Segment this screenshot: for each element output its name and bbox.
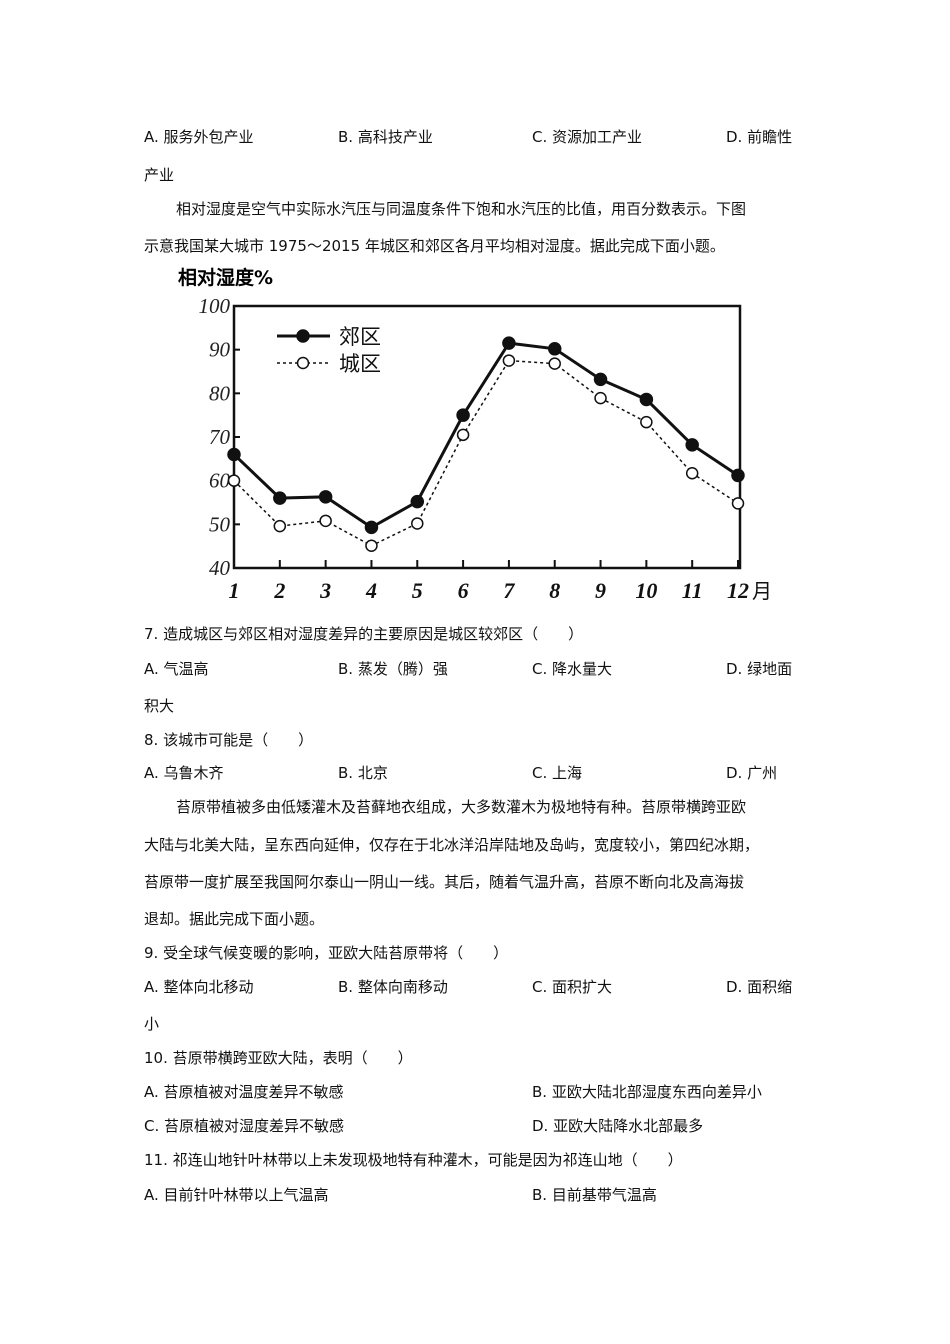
data-point [594, 391, 607, 405]
q9-stem: 9. 受全球气候变暖的影响，亚欧大陆苔原带将（ ） [144, 944, 509, 962]
x-tick-label: 4 [365, 578, 377, 602]
y-axis-label: 相对湿度% [178, 266, 273, 289]
q9-option-d-cont: 小 [144, 1015, 160, 1033]
x-tick-label: 8 [549, 578, 560, 602]
data-point [318, 490, 333, 504]
q8-option-b: B. 北京 [338, 764, 388, 782]
q6-option-c: C. 资源加工产业 [532, 128, 643, 146]
q7-option-c: C. 降水量大 [532, 660, 613, 678]
intro1-line2: 示意我国某大城市 1975～2015 年城区和郊区各月平均相对湿度。据此完成下面… [144, 237, 725, 255]
legend-label: 郊区 [339, 325, 381, 349]
q7-stem: 7. 造成城区与郊区相对湿度差异的主要原因是城区较郊区（ ） [144, 625, 584, 643]
q11-option-b: B. 目前基带气温高 [532, 1186, 657, 1204]
q7-option-a: A. 气温高 [144, 660, 209, 678]
data-point [227, 447, 241, 462]
series-line-1 [232, 341, 739, 530]
x-unit-label: 月 [752, 579, 772, 602]
intro2-line3: 苔原带一度扩展至我国阿尔泰山一阴山一线。其后，随着气温升高，苔原不断向北及高海拔 [144, 873, 745, 891]
series-line-2 [233, 359, 739, 547]
q7-option-b: B. 蒸发（腾）强 [338, 660, 448, 678]
data-point [548, 357, 561, 370]
q6-option-a: A. 服务外包产业 [144, 128, 254, 146]
q10-option-a: A. 苔原植被对温度差异不敏感 [144, 1083, 344, 1101]
q9-option-d: D. 面积缩 [726, 978, 793, 996]
data-point [640, 415, 653, 429]
x-tick-label: 3 [319, 578, 331, 602]
q10-option-d: D. 亚欧大陆降水北部最多 [532, 1117, 704, 1135]
data-point [639, 392, 654, 407]
legend-marker [296, 356, 310, 370]
plot-frame [232, 304, 742, 570]
y-tick-label: 50 [209, 512, 231, 536]
intro2-line1: 苔原带植被多由低矮灌木及苔藓地衣组成，大多数灌木为极地特有种。苔原带横跨亚欧 [176, 798, 747, 816]
x-tick-label: 10 [635, 578, 657, 602]
data-point [502, 354, 516, 367]
q10-option-b: B. 亚欧大陆北部湿度东西向差异小 [532, 1083, 762, 1101]
intro2-line2: 大陆与北美大陆，呈东西向延伸，仅存在于北冰洋沿岸陆地及岛屿，宽度较小，第四纪冰期… [144, 836, 760, 854]
q10-stem: 10. 苔原带横跨亚欧大陆，表明（ ） [144, 1049, 413, 1067]
x-tick-label: 2 [273, 578, 285, 602]
q6-option-b: B. 高科技产业 [338, 128, 433, 146]
y-tick-label: 100 [199, 294, 231, 318]
data-point [685, 438, 699, 452]
q8-stem: 8. 该城市可能是（ ） [144, 731, 314, 749]
q9-option-b: B. 整体向南移动 [338, 978, 448, 996]
x-tick-label: 1 [229, 578, 240, 602]
x-tick-label: 12 [727, 578, 749, 602]
q9-option-a: A. 整体向北移动 [144, 978, 254, 996]
data-point [456, 428, 470, 442]
x-tick-label: 11 [682, 578, 703, 602]
data-point [364, 520, 379, 535]
q11-option-a: A. 目前针叶林带以上气温高 [144, 1186, 329, 1204]
q6-option-d-cont: 产业 [144, 166, 175, 184]
data-point [365, 539, 378, 552]
q8-option-d: D. 广州 [726, 764, 778, 782]
data-point [227, 474, 241, 487]
q8-option-a: A. 乌鲁木齐 [144, 764, 224, 782]
data-point [319, 514, 332, 528]
x-tick-label: 7 [503, 578, 515, 602]
q9-option-c: C. 面积扩大 [532, 978, 613, 996]
y-tick-label: 60 [209, 469, 231, 493]
y-tick-label: 80 [209, 381, 231, 405]
data-point [593, 372, 608, 387]
q6-option-d: D. 前瞻性 [726, 128, 793, 146]
q11-stem: 11. 祁连山地针叶林带以上未发现极地特有种灌木，可能是因为祁连山地（ ） [144, 1151, 683, 1169]
q7-option-d-cont: 积大 [144, 697, 175, 715]
data-point [547, 342, 562, 356]
data-point [273, 519, 287, 533]
q7-option-d: D. 绿地面 [726, 660, 793, 678]
data-point [731, 468, 745, 483]
intro1-line1: 相对湿度是空气中实际水汽压与同温度条件下饱和水汽压的比值，用百分数表示。下图 [176, 200, 747, 218]
q10-option-c: C. 苔原植被对湿度差异不敏感 [144, 1117, 345, 1135]
x-tick-label: 5 [412, 578, 423, 602]
data-point [731, 497, 745, 510]
data-point [502, 336, 516, 350]
x-tick-label: 9 [595, 578, 606, 602]
y-tick-label: 90 [209, 338, 231, 362]
legend-label: 城区 [339, 352, 381, 376]
data-point [685, 466, 699, 480]
data-point [456, 408, 470, 422]
x-tick-label: 6 [458, 578, 469, 602]
intro2-line4: 退却。据此完成下面小题。 [144, 910, 325, 928]
y-tick-label: 70 [209, 425, 231, 449]
q8-option-c: C. 上海 [532, 764, 583, 782]
data-point [410, 494, 425, 509]
data-point [411, 517, 424, 530]
data-point [273, 491, 287, 505]
legend-marker [296, 329, 310, 343]
y-tick-label: 40 [209, 556, 231, 580]
